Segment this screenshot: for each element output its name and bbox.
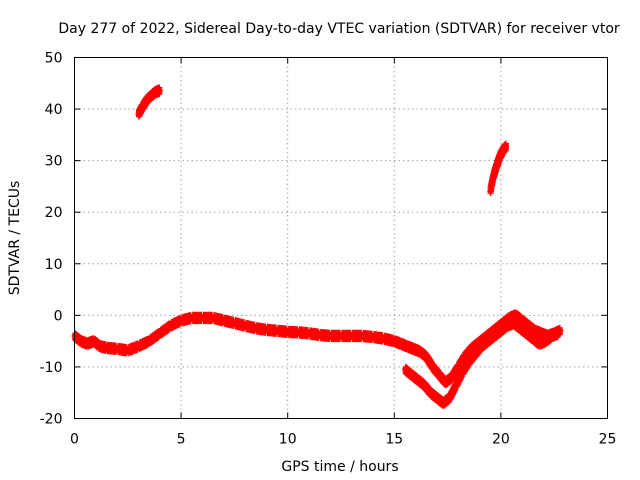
- y-axis-label: SDTVAR / TECUs: [7, 181, 23, 296]
- data-points: [71, 84, 564, 409]
- y-tick-label: 30: [45, 154, 63, 170]
- x-tick-label: 5: [177, 432, 186, 448]
- y-tick-label: 0: [54, 308, 63, 324]
- x-tick-label: 20: [492, 432, 510, 448]
- y-tick-labels: -20 -10 0 10 20 30 40 50: [40, 51, 63, 428]
- series-late-arc: [487, 140, 510, 197]
- y-tick-label: 50: [45, 51, 63, 67]
- x-tick-label: 25: [599, 432, 617, 448]
- y-tick-label: 10: [45, 257, 63, 273]
- plot-frame: [74, 57, 608, 419]
- x-axis-label: GPS time / hours: [281, 459, 398, 475]
- x-tick-labels: 0 5 10 15 20 25: [70, 432, 616, 448]
- y-tick-label: 40: [45, 102, 63, 118]
- y-tick-label: 20: [45, 205, 63, 221]
- series-early-arc: [135, 84, 163, 120]
- x-tick-label: 0: [70, 432, 79, 448]
- series-main-band: [71, 309, 564, 389]
- y-tick-label: -10: [40, 360, 63, 376]
- x-tick-label: 10: [279, 432, 297, 448]
- x-tick-label: 15: [385, 432, 403, 448]
- axis-ticks: [74, 57, 608, 419]
- chart-title: Day 277 of 2022, Sidereal Day-to-day VTE…: [58, 21, 620, 37]
- y-tick-label: -20: [40, 412, 63, 428]
- grid: [74, 57, 608, 419]
